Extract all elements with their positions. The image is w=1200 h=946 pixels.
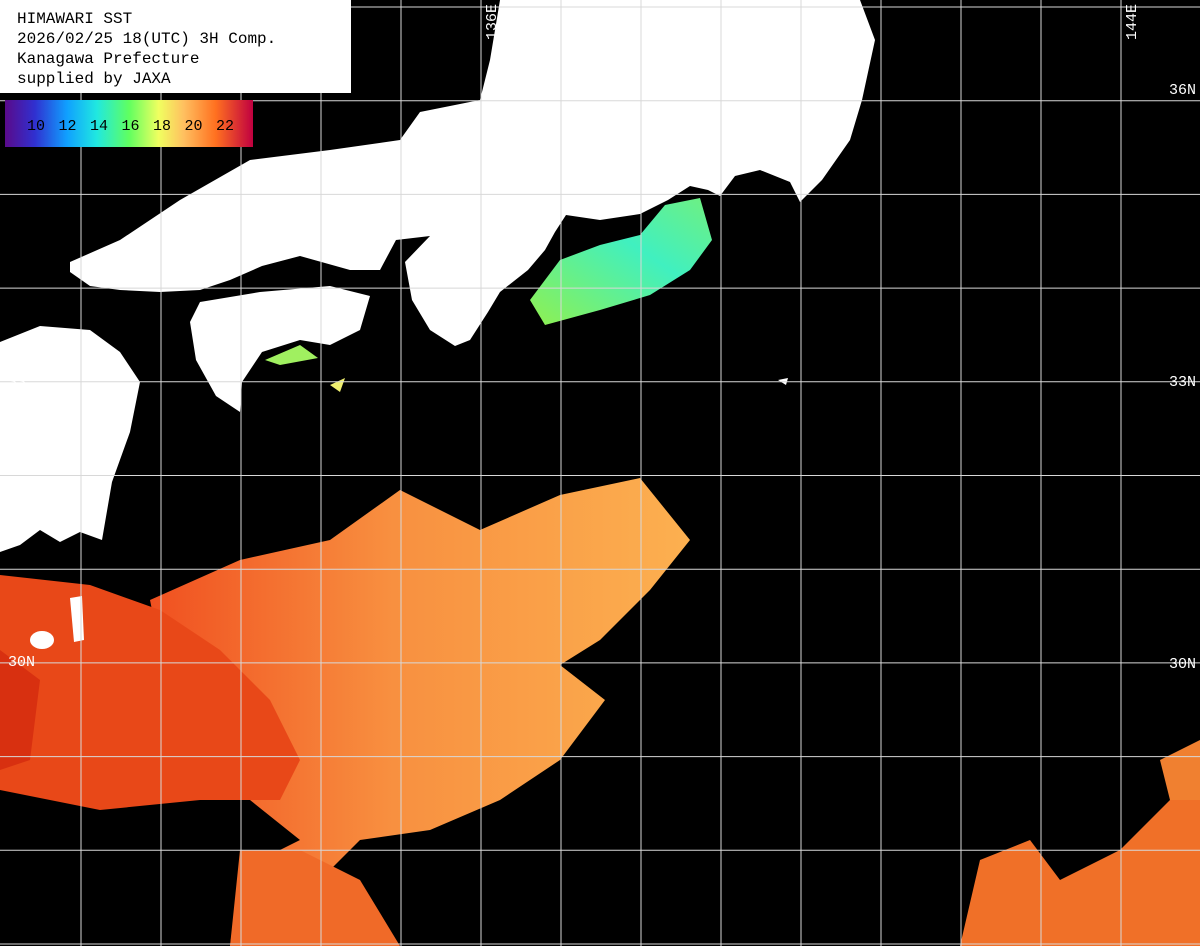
header-line: 2026/02/25 18(UTC) 3H Comp. <box>17 30 276 48</box>
colorbar-label: 12 <box>58 118 76 135</box>
latitude-label: 33N <box>1169 374 1196 391</box>
colorbar-label: 20 <box>184 118 202 135</box>
header-box <box>0 0 351 93</box>
header-line: supplied by JAXA <box>17 70 171 88</box>
land <box>0 0 875 649</box>
colorbar-label: 10 <box>27 118 45 135</box>
header-line: Kanagawa Prefecture <box>17 50 199 68</box>
latitude-label: 30N <box>8 654 35 671</box>
colorbar <box>5 100 253 147</box>
header: HIMAWARI SST 2026/02/25 18(UTC) 3H Comp. K… <box>17 10 276 88</box>
header-line: HIMAWARI SST <box>17 10 132 28</box>
latitude-label: 36N <box>1169 82 1196 99</box>
colorbar-labels: 10 12 14 16 18 20 22 <box>27 118 234 135</box>
grid-labels: 136E 144E 36N 33N 30N 33 30N <box>8 4 1196 673</box>
longitude-label: 144E <box>1124 4 1141 40</box>
longitude-label: 136E <box>484 4 501 40</box>
colorbar-label: 16 <box>121 118 139 135</box>
colorbar-label: 14 <box>90 118 108 135</box>
latitude-label: 30N <box>1169 656 1196 673</box>
latitude-label: 33 <box>8 374 26 391</box>
colorbar-label: 18 <box>153 118 171 135</box>
colorbar-label: 22 <box>216 118 234 135</box>
